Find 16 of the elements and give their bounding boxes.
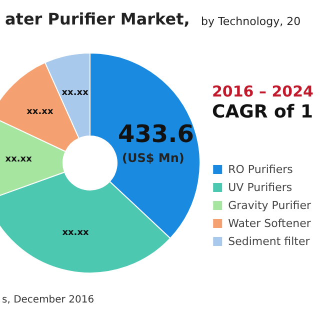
- data-label: xx.xx: [26, 106, 54, 117]
- text: CAGR of 1: [212, 102, 314, 122]
- data-label: xx.xx: [5, 154, 32, 165]
- legend-label: Water Softener: [228, 217, 312, 230]
- legend-label: UV Purifiers: [228, 181, 292, 194]
- text: 2016 – 2024: [212, 82, 314, 100]
- legend-label: Gravity Purifier: [228, 199, 312, 212]
- data-label: xx.xx: [62, 228, 90, 238]
- legend-label: RO Purifiers: [228, 163, 294, 176]
- legend-label: Sediment filter: [228, 235, 310, 248]
- text: 433.6: [118, 120, 194, 148]
- text: (US$ Mn): [122, 151, 184, 165]
- text: s, December 2016: [2, 294, 94, 306]
- data-label: xx.xx: [62, 88, 89, 98]
- chart-title: ater Purifier Market,: [5, 10, 190, 28]
- chart-subtitle: by Technology, 20: [201, 15, 301, 28]
